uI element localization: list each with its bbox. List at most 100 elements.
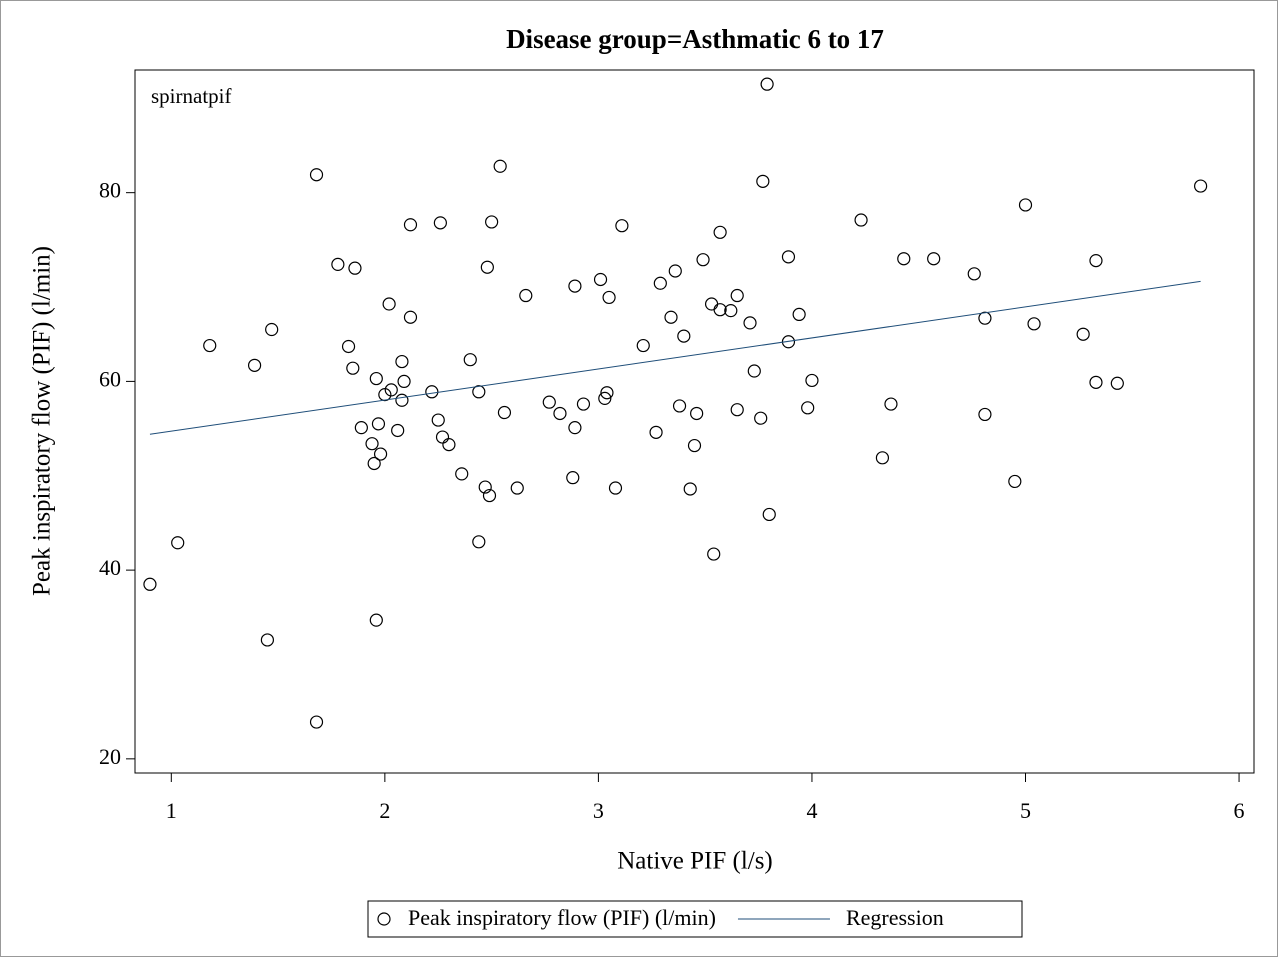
scatter-point [884,397,898,411]
scatter-point [395,354,409,369]
scatter-point [683,482,697,496]
scatter-point [747,364,761,378]
x-tick-label: 6 [1234,798,1245,823]
scatter-point [369,613,383,627]
scatter-point [348,261,362,275]
scatter-point [636,338,650,353]
scatter-point [602,290,616,305]
scatter-point [403,310,418,324]
scatter-point [760,77,774,91]
scatter-point [171,536,185,550]
scatter-point [346,361,360,375]
scatter-point [743,316,757,330]
x-tick-label: 5 [1020,798,1031,823]
scatter-point [897,252,911,266]
scatter-point [1027,317,1041,331]
scatter-point [403,218,418,232]
scatter-point [431,413,445,427]
scatter-point [472,385,486,399]
scatter-point [367,456,381,471]
scatter-point [455,467,469,481]
scatter-point [593,272,608,287]
scatter-point [690,406,704,421]
scatter-point [724,304,738,318]
y-tick-label: 60 [99,366,121,391]
scatter-point [365,437,379,451]
regression-line [149,280,1201,435]
x-tick-label: 2 [379,798,390,823]
scatter-point [497,405,512,420]
scatter-point [553,406,567,421]
scatter-point [927,252,941,266]
scatter-point [568,421,582,435]
scatter-point [707,547,721,561]
scatter-point [568,279,582,293]
scatter-point [608,481,623,495]
scatter-point [713,225,727,239]
scatter-point [875,451,890,465]
scatter-point [756,174,770,188]
y-axis-label: Peak inspiratory flow (PIF) (l/min) [29,246,56,596]
scatter-point [687,438,702,453]
legend-label: Regression [846,905,944,930]
y-tick-label: 40 [99,555,121,580]
legend-marker [377,912,391,926]
scatter-point [600,386,614,400]
scatter-point [566,471,580,485]
scatter-point [260,633,275,647]
scatter-point [653,276,667,290]
scatter-point [373,447,388,461]
scatter-point [854,213,868,227]
scatter-point [247,358,262,372]
scatter-point [309,715,324,729]
scatter-point [664,310,678,324]
scatter-point [598,391,612,405]
scatter-point [677,329,691,343]
scatter-point [384,383,398,397]
plot-area [134,69,1255,774]
scatter-point [1076,327,1090,341]
scatter-point [433,216,447,230]
scatter-point [805,373,819,388]
scatter-point [371,417,386,431]
scatter-point [542,395,556,409]
scatter-point [382,297,396,311]
scatter-point [801,401,815,415]
legend-label: Peak inspiratory flow (PIF) (l/min) [408,905,716,930]
scatter-point [730,403,744,417]
scatter-point [309,168,324,182]
scatter-point [478,480,492,494]
scatter-point [730,288,744,303]
scatter-point [485,215,499,229]
scatter-point [442,438,456,452]
scatter-point [967,267,981,281]
scatter-point [1194,179,1208,193]
scatter-point [510,481,524,495]
scatter-point [672,399,687,413]
scatter-point [781,250,796,264]
scatter-point [482,488,497,503]
scatter-point [425,385,439,399]
scatter-point [519,288,533,303]
scatter-point [1110,376,1124,390]
scatter-point [1018,198,1033,212]
scatter-point [576,397,591,411]
scatter-point [1089,254,1103,268]
x-tick-label: 4 [806,798,817,823]
scatter-point [978,407,992,422]
scatter-point [615,219,629,233]
scatter-point [397,374,411,388]
scatter-point [472,535,486,549]
scatter-point [1008,474,1022,489]
x-tick-label: 3 [593,798,604,823]
scatter-point [203,338,217,353]
scatter-point [265,322,279,337]
y-tick-label: 80 [99,178,121,203]
scatter-point [143,577,157,591]
scatter-point [1089,375,1103,389]
scatter-point [696,253,710,267]
chart-title: Disease group=Asthmatic 6 to 17 [506,24,884,54]
scatter-point [713,303,727,317]
scatter-point [463,353,477,367]
